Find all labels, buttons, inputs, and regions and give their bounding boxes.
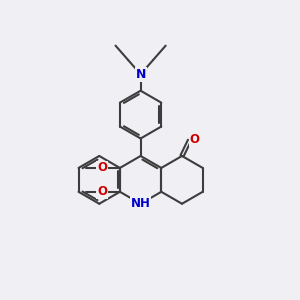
Text: N: N: [135, 68, 146, 81]
Text: O: O: [97, 185, 107, 198]
Text: NH: NH: [131, 197, 151, 210]
Text: O: O: [190, 133, 200, 146]
Text: O: O: [97, 161, 107, 174]
